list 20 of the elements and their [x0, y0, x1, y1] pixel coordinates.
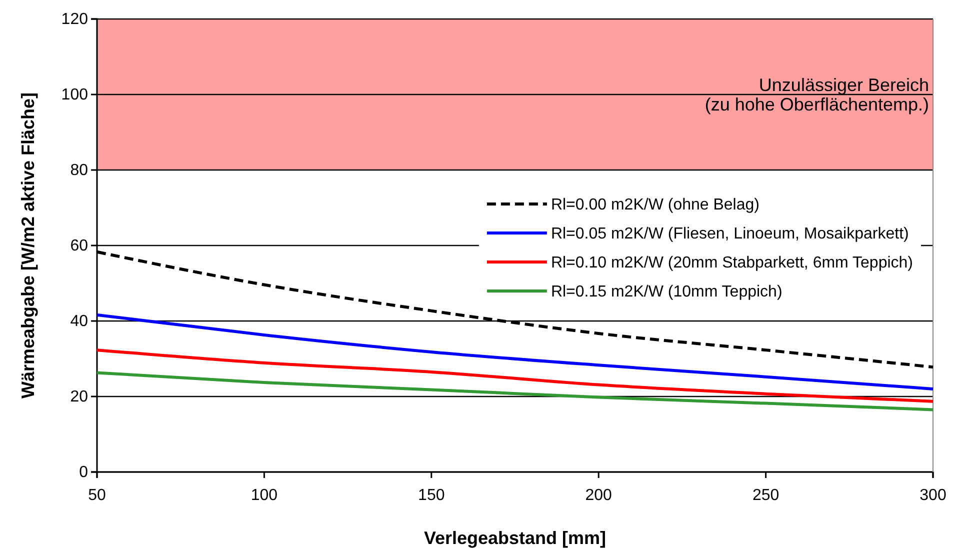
x-tick-label: 150: [418, 487, 445, 504]
x-tick-label: 250: [752, 487, 780, 504]
legend-label: Rl=0.00 m2K/W (ohne Belag): [550, 196, 760, 214]
legend-label: Rl=0.15 m2K/W (10mm Teppich): [550, 284, 782, 301]
band-label: Unzulässiger Bereich (zu hohe Oberflächentemp.): [704, 74, 929, 115]
x-tick-label: 100: [250, 487, 278, 504]
x-tick-label: 200: [585, 487, 612, 504]
y-tick-label: 0: [79, 464, 88, 482]
y-tick-label: 100: [61, 86, 88, 104]
y-tick-label: 80: [70, 162, 88, 180]
y-tick-label: 20: [70, 388, 88, 406]
legend-label: Rl=0.10 m2K/W (20mm Stabparkett, 6mm Teppich): [550, 254, 913, 272]
y-tick-label: 120: [61, 11, 88, 28]
x-tick-label: 50: [88, 487, 106, 504]
x-axis-title: Verlegeabstand [mm]: [424, 528, 606, 548]
y-tick-label: 40: [70, 313, 88, 330]
x-tick-label: 300: [920, 487, 946, 504]
legend-label: Rl=0.05 m2K/W (Fliesen, Linoeum, Mosaikparkett): [550, 226, 909, 243]
y-axis-title: Wärmeabgabe [W/m2 aktive Fläche]: [18, 92, 38, 399]
y-tick-label: 60: [70, 238, 88, 255]
